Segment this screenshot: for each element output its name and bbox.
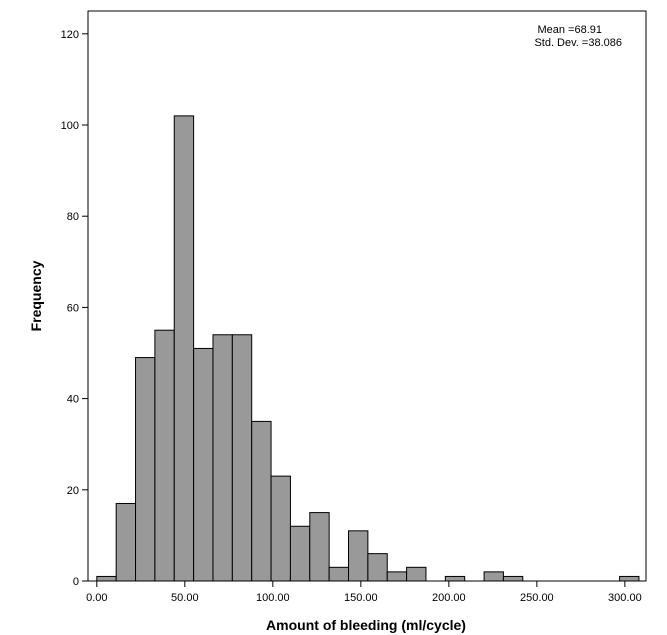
y-tick-label: 120 [61, 29, 79, 41]
histogram-bar [309, 512, 330, 582]
y-tick-label: 40 [67, 394, 79, 406]
y-tick-label: 60 [67, 302, 79, 314]
y-tick-label: 80 [67, 211, 79, 223]
histogram-bar [115, 502, 137, 582]
x-tick-label: 150.00 [344, 592, 378, 604]
histogram-bar [135, 357, 156, 582]
histogram-bar [502, 575, 524, 582]
histogram-bar [348, 530, 369, 582]
histogram-bar [483, 571, 504, 582]
histogram-bar [231, 334, 253, 582]
bars-group [96, 115, 640, 582]
x-tick-label: 100.00 [256, 592, 290, 604]
histogram-bar [154, 329, 175, 582]
x-tick-label: 250.00 [520, 592, 554, 604]
x-tick-label: 200.00 [432, 592, 466, 604]
histogram-bar [193, 347, 214, 582]
y-axis-title: Frequency [28, 260, 44, 331]
x-axis-title: Amount of bleeding (ml/cycle) [266, 617, 466, 633]
x-tick-label: 300.00 [608, 592, 642, 604]
stat-std-dev: Std. Dev. =38.086 [534, 37, 622, 49]
histogram-bar [444, 575, 466, 582]
histogram-bar [212, 334, 233, 582]
y-tick-label: 20 [67, 485, 79, 497]
y-tick-label: 0 [73, 576, 79, 588]
stat-mean: Mean =68.91 [537, 24, 602, 36]
histogram-bar [289, 525, 311, 582]
x-axis: 0.00 50.00 100.00 150.00 200.00 250.00 300.00 [86, 581, 642, 604]
x-tick-label: 50.00 [171, 592, 199, 604]
histogram-bar [173, 115, 195, 582]
histogram-bar [619, 575, 640, 582]
histogram-bar [251, 420, 272, 582]
histogram-bar [328, 566, 350, 582]
histogram-bar [386, 571, 408, 582]
histogram-bar [367, 553, 388, 582]
x-tick-label: 0.00 [86, 592, 107, 604]
y-tick-label: 100 [61, 120, 79, 132]
histogram-bar [270, 475, 291, 582]
histogram-bar [96, 575, 117, 582]
histogram-bar [406, 566, 427, 582]
y-axis: 0 20 40 60 80 100 120 [61, 29, 88, 588]
